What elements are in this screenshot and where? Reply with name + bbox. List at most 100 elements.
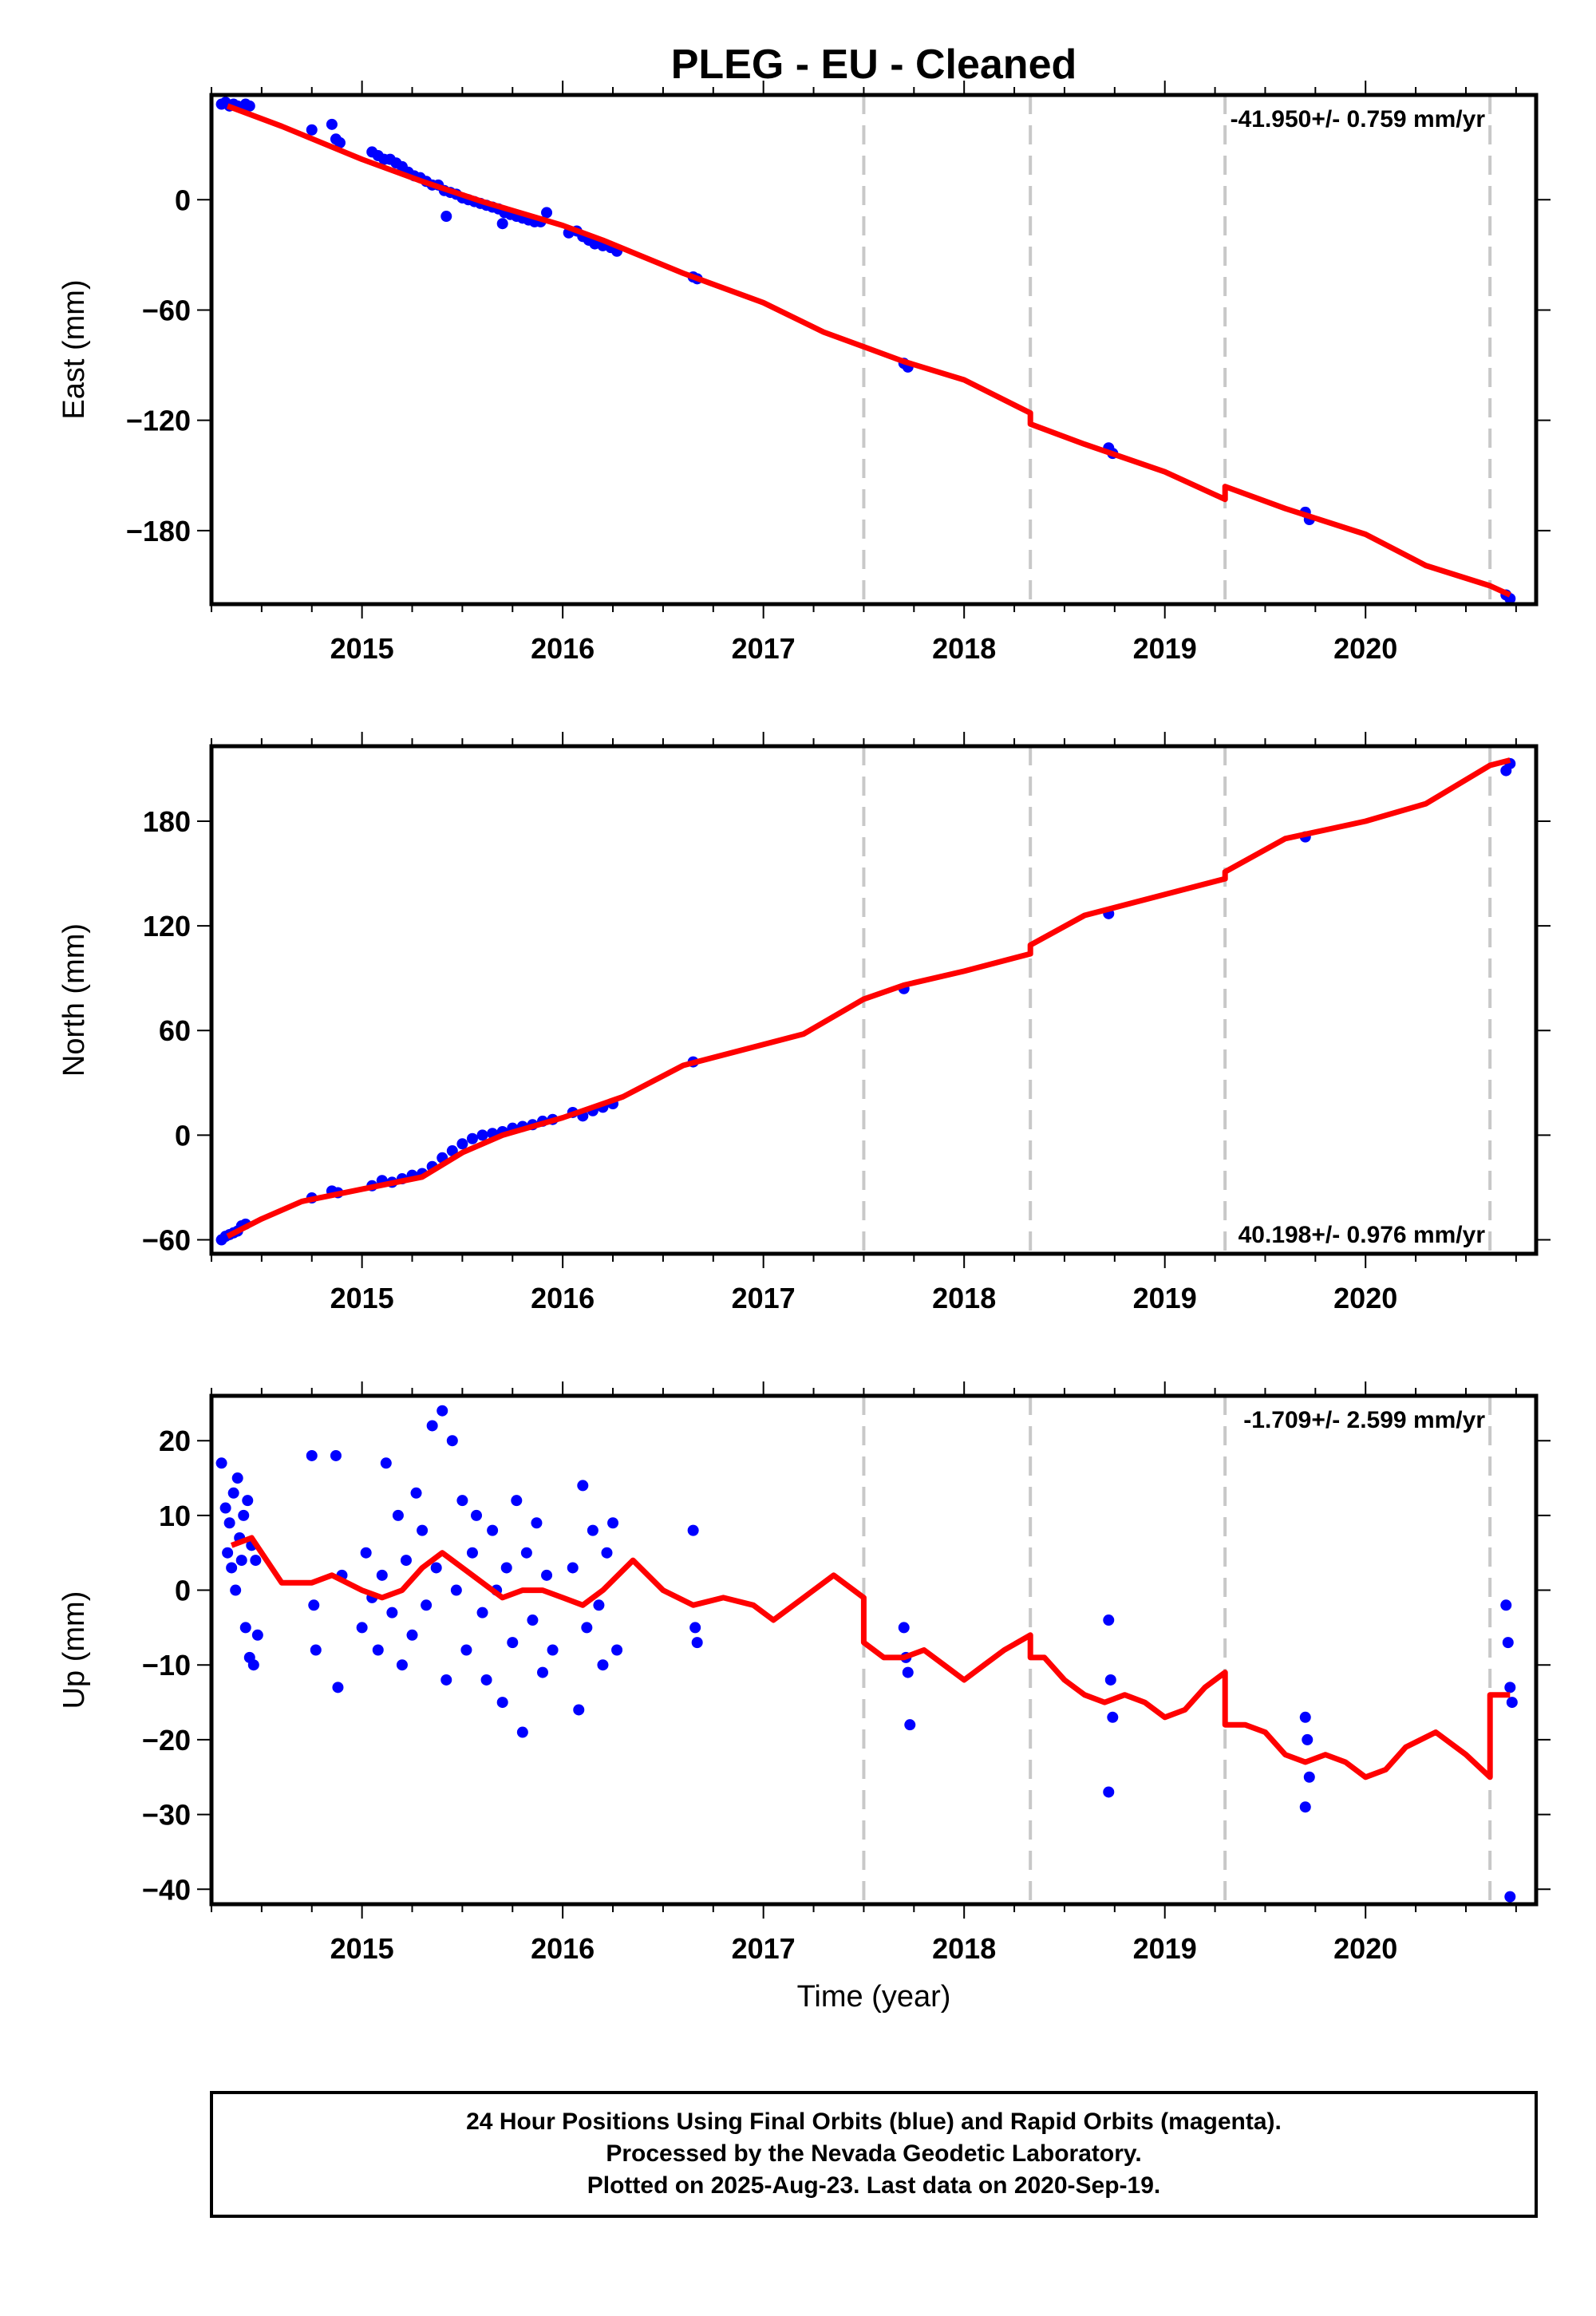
east-data-point: [326, 118, 338, 130]
east-x-tick-label: 2016: [531, 632, 595, 665]
up-data-point: [310, 1644, 322, 1656]
up-data-point: [1502, 1637, 1514, 1649]
up-x-tick-label: 2017: [732, 1932, 796, 1965]
up-data-point: [1504, 1891, 1516, 1903]
up-data-point: [507, 1637, 519, 1649]
up-data-point: [360, 1547, 372, 1559]
up-y-tick-label: 0: [175, 1575, 191, 1607]
up-x-tick-label: 2016: [531, 1932, 595, 1965]
up-data-point: [601, 1547, 613, 1559]
footer-line-2: Processed by the Nevada Geodetic Laborat…: [606, 2140, 1141, 2167]
up-data-point: [480, 1674, 492, 1686]
footer-line-1: 24 Hour Positions Using Final Orbits (bl…: [466, 2109, 1282, 2135]
up-x-tick-label: 2019: [1133, 1932, 1197, 1965]
up-data-point: [231, 1472, 243, 1484]
east-data-point: [306, 124, 318, 136]
north-y-axis-label: North (mm): [57, 923, 91, 1077]
up-data-point: [689, 1622, 701, 1634]
up-data-point: [306, 1449, 318, 1461]
up-frame: [209, 1393, 1539, 1907]
up-data-point: [230, 1584, 242, 1596]
up-data-point: [537, 1666, 548, 1678]
up-data-point: [1302, 1733, 1314, 1745]
up-data-point: [372, 1644, 384, 1656]
up-data-point: [247, 1659, 259, 1671]
up-data-point: [904, 1719, 916, 1731]
north-data-point: [446, 1145, 458, 1157]
east-panel: 2015 2016 2017 2018 2019 2020 0 −60 −120 −180 East…: [57, 81, 1551, 665]
up-data-point: [215, 1457, 227, 1469]
up-data-point: [1299, 1801, 1311, 1813]
up-data-point: [1303, 1771, 1315, 1783]
north-panel: 2015 2016 2017 2018 2019 2020 −60 0 60 120 180 Nort…: [57, 732, 1551, 1314]
up-data-point: [516, 1726, 528, 1738]
east-frame: [209, 93, 1539, 607]
up-data-point: [577, 1480, 589, 1492]
up-data-point: [496, 1697, 508, 1709]
up-data-point: [356, 1622, 368, 1634]
up-panel: 2015 2016 2017 2018 2019 202020100−10−20−30−4…: [57, 1381, 1551, 1965]
footer-box: 24 Hour Positions Using Final Orbits (bl…: [210, 2091, 1538, 2218]
up-data-point: [219, 1502, 231, 1514]
up-data-point: [527, 1614, 539, 1626]
up-fit-line: [230, 1535, 1511, 1780]
up-data-point: [1299, 1711, 1311, 1723]
up-data-point: [597, 1659, 609, 1671]
up-data-point: [1506, 1697, 1518, 1709]
up-data-point: [471, 1509, 482, 1521]
up-data-point: [567, 1562, 579, 1574]
north-y-tick-label: 0: [175, 1119, 191, 1152]
east-data-point: [496, 218, 508, 230]
up-data-point: [1504, 1682, 1516, 1694]
north-x-tick-label: 2017: [732, 1282, 796, 1314]
up-data-point: [417, 1524, 429, 1536]
up-data-point: [587, 1524, 598, 1536]
up-data-point: [500, 1562, 512, 1574]
footer-border: [210, 2091, 1538, 2218]
north-data-point: [466, 1132, 478, 1144]
north-x-tick-label: 2016: [531, 1282, 595, 1314]
east-x-tick-label: 2020: [1333, 632, 1397, 665]
up-data-point: [581, 1622, 593, 1634]
up-data-point: [691, 1637, 703, 1649]
east-data-point: [440, 211, 452, 223]
up-data-point: [380, 1457, 392, 1469]
up-data-point: [487, 1524, 499, 1536]
east-x-tick-label: 2015: [330, 632, 394, 665]
up-data-point: [392, 1509, 404, 1521]
up-data-point: [898, 1622, 910, 1634]
up-y-axis-label: Up (mm): [57, 1591, 91, 1709]
up-data-point: [332, 1682, 344, 1694]
x-axis-label: Time (year): [797, 1980, 951, 2014]
up-y-tick-label: −40: [142, 1873, 191, 1906]
up-data-point: [460, 1644, 472, 1656]
up-data-point: [541, 1569, 553, 1581]
east-y-tick-label: −120: [126, 405, 191, 437]
up-data-point: [406, 1629, 418, 1641]
up-data-point: [400, 1555, 412, 1567]
up-data-point: [466, 1547, 478, 1559]
up-data-point: [222, 1547, 234, 1559]
north-rate-label: 40.198+/- 0.976 mm/yr: [1238, 1222, 1486, 1248]
east-data-point: [541, 207, 553, 219]
up-data-point: [547, 1644, 559, 1656]
up-data-point: [902, 1666, 914, 1678]
up-data-point: [330, 1449, 342, 1461]
east-y-tick-label: −180: [126, 515, 191, 547]
east-rate-label: -41.950+/- 0.759 mm/yr: [1231, 106, 1486, 132]
up-data-point: [687, 1524, 699, 1536]
up-data-point: [396, 1659, 408, 1671]
east-x-tick-label: 2017: [732, 632, 796, 665]
east-y-tick-label: −60: [142, 294, 191, 326]
up-data-point: [308, 1599, 320, 1611]
up-y-tick-label: −20: [142, 1724, 191, 1757]
east-y-axis-label: East (mm): [57, 279, 91, 419]
east-x-tick-label: 2019: [1133, 632, 1197, 665]
north-frame: [209, 744, 1539, 1256]
up-data-point: [1103, 1786, 1115, 1798]
up-data-point: [1104, 1674, 1116, 1686]
up-data-point: [376, 1569, 388, 1581]
up-x-tick-label: 2018: [932, 1932, 996, 1965]
up-y-tick-label: 20: [159, 1425, 191, 1457]
